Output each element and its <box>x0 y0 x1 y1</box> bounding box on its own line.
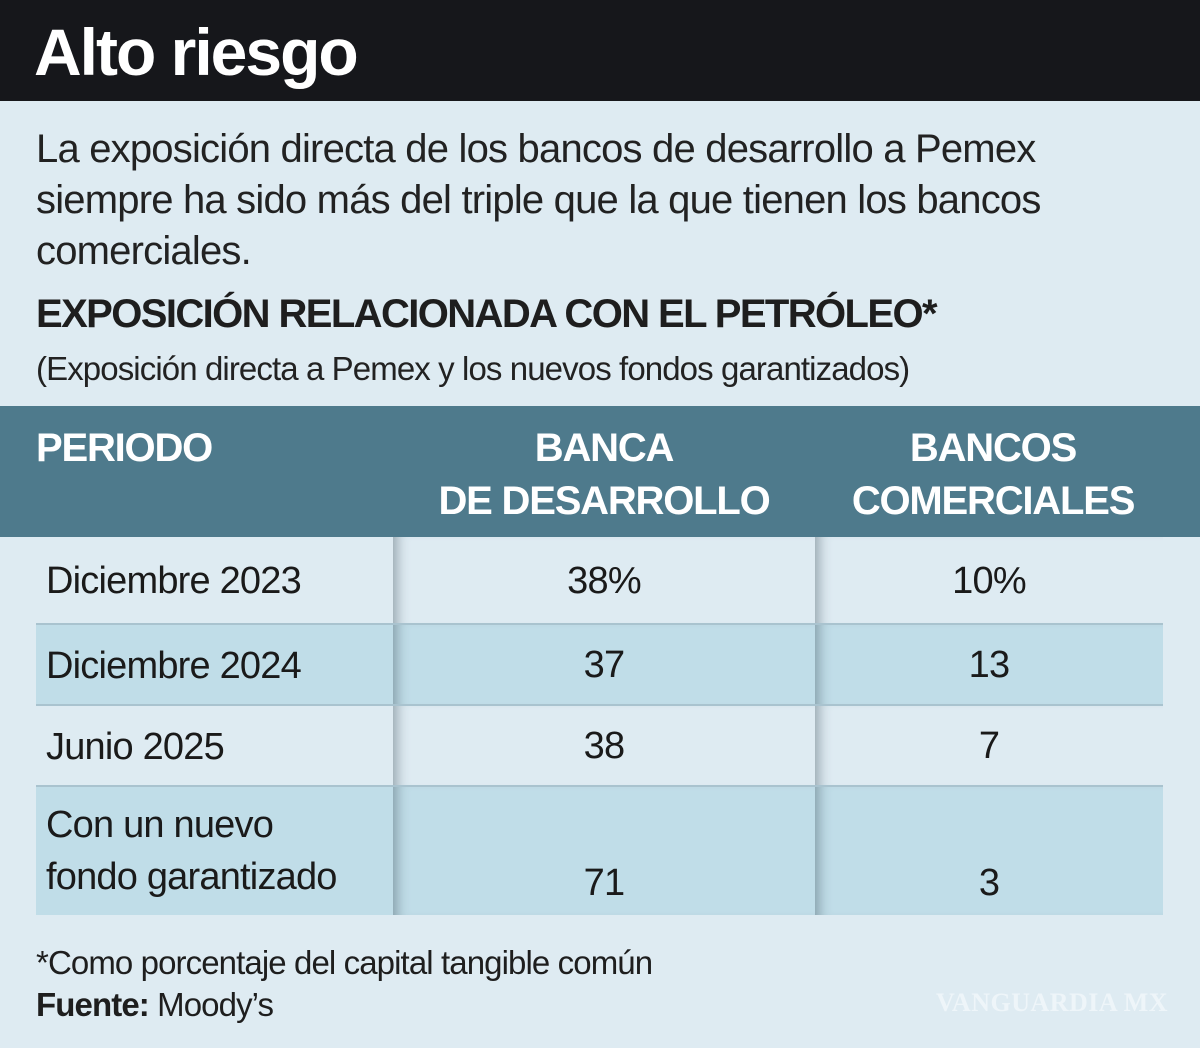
row-divider <box>36 704 1163 706</box>
table-row: Diciembre 2024 37 13 <box>36 625 1163 706</box>
table-subtitle: (Exposición directa a Pemex y los nuevos… <box>36 350 910 387</box>
footnote: *Como porcentaje del capital tangible co… <box>36 944 653 981</box>
cell-comerciales: 10% <box>815 537 1163 625</box>
table-header <box>0 406 1200 537</box>
cell-periodo: Diciembre 2024 <box>46 644 302 687</box>
row-divider <box>36 785 1163 787</box>
periodo-line: fondo garantizado <box>46 856 337 898</box>
source: Fuente: Moody’s <box>36 986 274 1024</box>
header-banca-desarrollo: BANCA DE DESARROLLO <box>393 422 815 528</box>
table-row: Con un nuevo fondo garantizado 71 3 <box>36 787 1163 915</box>
cell-desarrollo: 37 <box>393 625 815 706</box>
cell-comerciales: 7 <box>815 706 1163 787</box>
cell-periodo: Con un nuevo fondo garantizado <box>46 787 396 915</box>
periodo-line: Con un nuevo <box>46 804 274 846</box>
cell-desarrollo: 38 <box>393 706 815 787</box>
cell-desarrollo: 71 <box>393 787 815 915</box>
cell-desarrollo: 38% <box>393 537 815 625</box>
header-bancos-comerciales: BANCOS COMERCIALES <box>815 422 1171 528</box>
source-label: Fuente: <box>36 986 150 1023</box>
cell-periodo: Junio 2025 <box>46 725 225 768</box>
row-divider <box>36 623 1163 625</box>
title-bar <box>0 0 1200 101</box>
table-row: Junio 2025 38 7 <box>36 706 1163 787</box>
header-line: BANCOS <box>909 426 1077 470</box>
table-title: EXPOSICIÓN RELACIONADA CON EL PETRÓLEO* <box>36 292 938 336</box>
header-line: DE DESARROLLO <box>438 479 770 523</box>
cell-periodo: Diciembre 2023 <box>46 560 302 602</box>
header-line: COMERCIALES <box>851 479 1136 523</box>
header-line: BANCA <box>534 426 675 470</box>
cell-comerciales: 3 <box>815 787 1163 915</box>
header-periodo: PERIODO <box>36 426 213 470</box>
cell-comerciales: 13 <box>815 625 1163 706</box>
lead-text: La exposición directa de los bancos de d… <box>36 127 1041 273</box>
watermark-logo: VANGUARDIA MX <box>936 988 1169 1017</box>
source-value: Moody’s <box>148 986 274 1023</box>
table-row: Diciembre 2023 38% 10% <box>36 537 1163 625</box>
page-title: Alto riesgo <box>34 15 359 89</box>
